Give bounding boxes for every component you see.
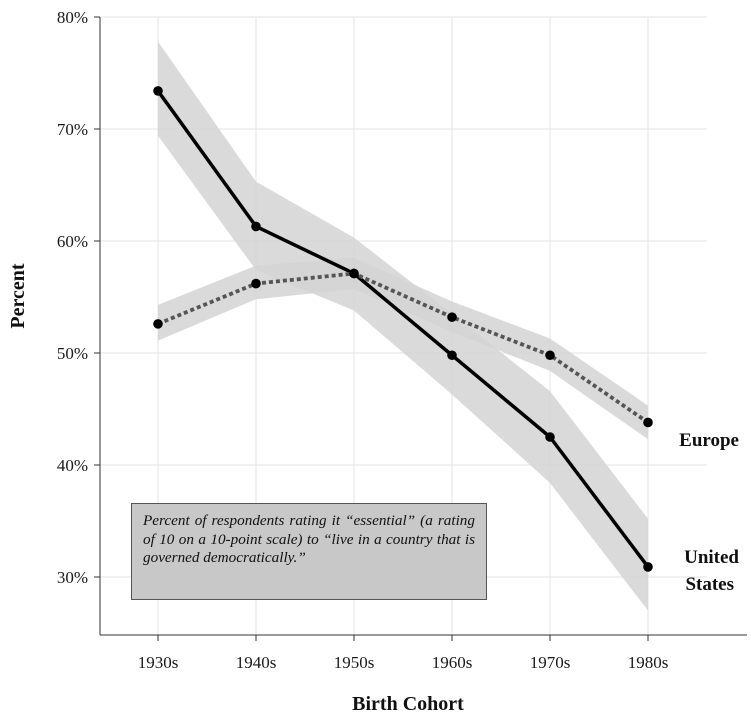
data-point-europe [545, 350, 555, 361]
x-tick-label: 1930s [138, 653, 179, 672]
confidence-bands [158, 41, 648, 611]
series-label-europe: Europe [679, 430, 739, 451]
y-axis-title: Percent [7, 263, 29, 328]
series-line-europe [157, 271, 650, 425]
y-tick-label: 30% [57, 568, 88, 587]
ci-band-united-states [158, 41, 648, 611]
data-point-europe [153, 319, 163, 329]
series-label-us-line1: United [684, 547, 739, 568]
data-point-europe [447, 312, 457, 322]
x-tick-label: 1950s [334, 653, 375, 672]
y-tick-label: 60% [57, 232, 88, 251]
data-point-united-states [251, 221, 261, 232]
series-label-us-line2: States [685, 574, 734, 595]
annotation-box: Percent of respondents rating it “essent… [131, 503, 487, 600]
x-tick-label: 1960s [432, 653, 473, 672]
y-tick-label: 40% [57, 456, 88, 475]
y-tick-label: 80% [57, 8, 88, 27]
data-point-europe [643, 417, 653, 428]
data-point-europe [251, 278, 261, 289]
x-tick-label: 1980s [628, 653, 669, 672]
data-point-united-states [643, 562, 653, 572]
ci-band-europe [158, 257, 648, 440]
x-tick-labels: 1930s 1940s 1950s 1960s 1970s 1980s [138, 653, 669, 672]
x-tick-label: 1940s [236, 653, 277, 672]
series-line-united-states [156, 89, 650, 568]
data-points [153, 86, 653, 572]
axes [94, 16, 747, 641]
x-axis-title: Birth Cohort [352, 693, 464, 714]
y-tick-label: 70% [57, 120, 88, 139]
data-point-united-states [447, 350, 457, 361]
y-tick-labels: 30% 40% 50% 60% 70% 80% [57, 8, 88, 587]
series-lines [156, 89, 650, 568]
x-tick-label: 1970s [530, 653, 571, 672]
data-point-united-states [153, 86, 163, 96]
data-point-united-states [545, 432, 555, 442]
data-point-europe [349, 268, 359, 279]
y-tick-label: 50% [57, 344, 88, 363]
